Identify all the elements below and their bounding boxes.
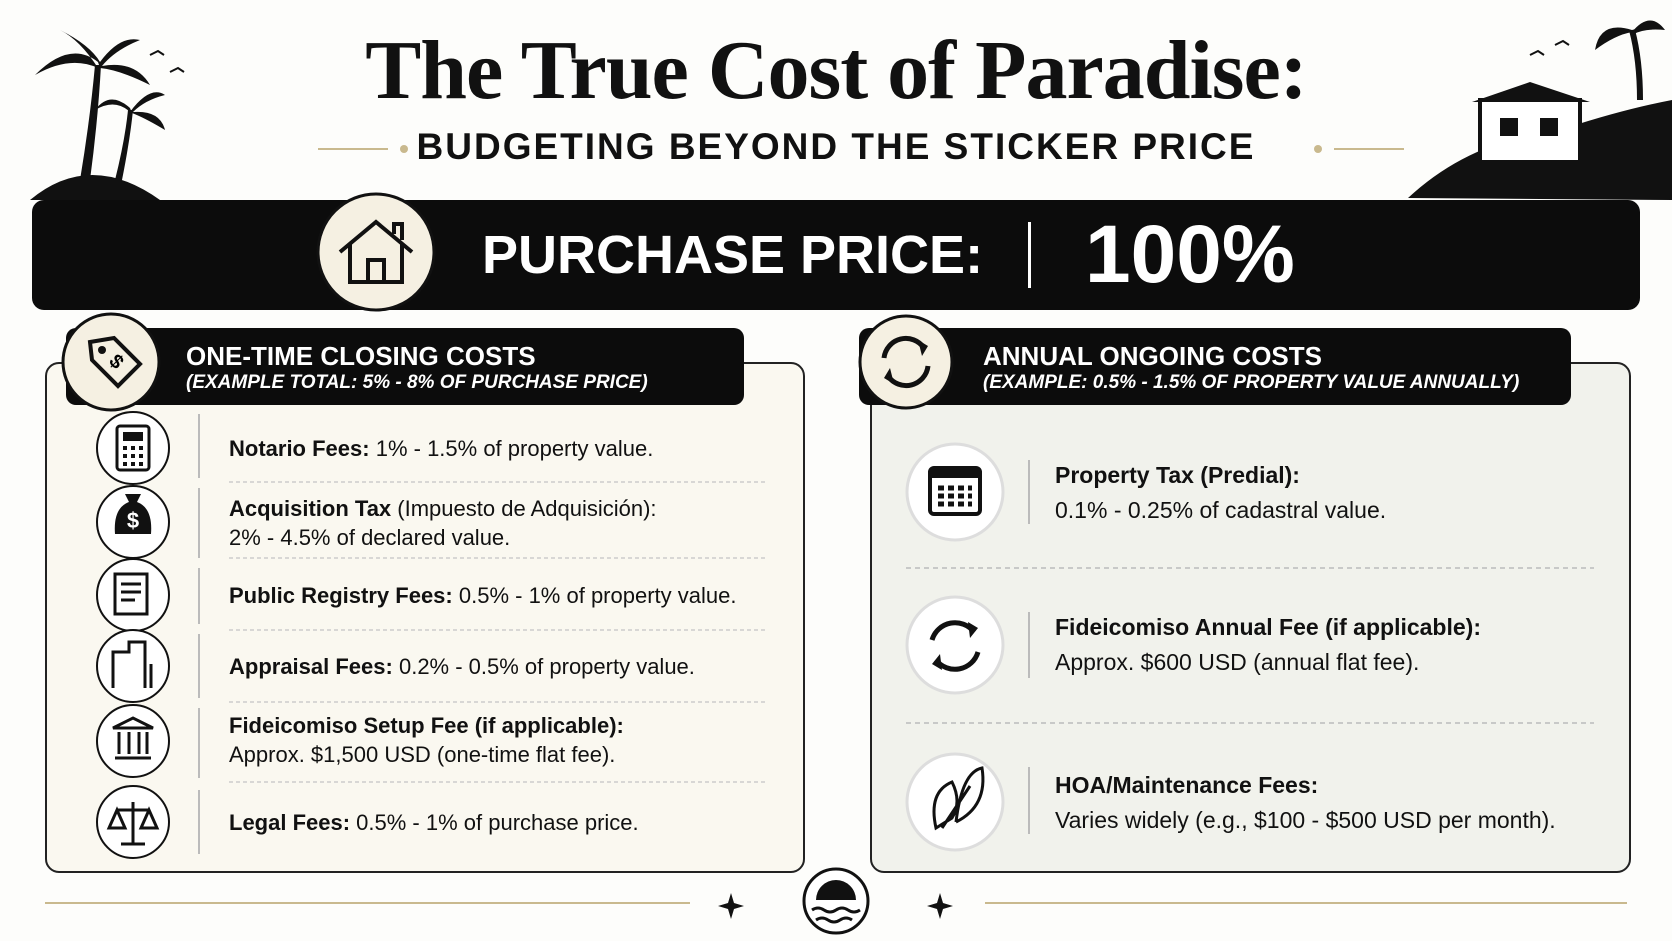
item-text: Approx. $1,500 USD (one-time flat fee). — [229, 742, 616, 767]
cycle-icon — [858, 314, 954, 410]
item-label: Appraisal Fees: — [229, 654, 393, 679]
left-panel — [45, 362, 805, 873]
svg-text:$: $ — [127, 508, 139, 533]
item-text: Varies widely (e.g., $100 - $500 USD per… — [1055, 807, 1556, 833]
item-label: Fideicomiso Annual Fee (if applicable): — [1055, 614, 1481, 640]
item: Fideicomiso Setup Fee (if applicable): Ap… — [229, 711, 624, 769]
item: Fideicomiso Annual Fee (if applicable): A… — [1055, 610, 1481, 680]
left-icons: $ — [96, 411, 767, 859]
item-label: Public Registry Fees: — [229, 583, 453, 608]
item-text: (Impuesto de Adquisición): — [397, 496, 657, 521]
item: Public Registry Fees: 0.5% - 1% of prope… — [229, 581, 736, 610]
item-label: Property Tax (Predial): — [1055, 462, 1300, 488]
left-subtitle: (EXAMPLE TOTAL: 5% - 8% OF PURCHASE PRIC… — [186, 372, 648, 393]
item: HOA/Maintenance Fees: Varies widely (e.g.… — [1055, 768, 1556, 838]
item-text: 0.2% - 0.5% of property value. — [398, 654, 695, 679]
left-title: ONE-TIME CLOSING COSTS — [186, 341, 536, 371]
item-label: Acquisition Tax — [229, 496, 392, 521]
banner-label: PURCHASE PRICE: — [482, 225, 984, 285]
right-icons — [905, 442, 1594, 852]
item-label: Fideicomiso Setup Fee (if applicable): — [229, 713, 624, 738]
subtitle: BUDGETING BEYOND THE STICKER PRICE — [416, 126, 1256, 167]
left-header: ONE-TIME CLOSING COSTS (EXAMPLE TOTAL: 5… — [66, 328, 744, 405]
item: Acquisition Tax (Impuesto de Adquisición… — [229, 494, 657, 552]
item-text: Approx. $600 USD (annual flat fee). — [1055, 649, 1420, 675]
item-text: 1% - 1.5% of property value. — [375, 436, 654, 461]
item: Notario Fees: 1% - 1.5% of property valu… — [229, 434, 653, 463]
item-text: 0.5% - 1% of purchase price. — [356, 810, 639, 835]
item-text: 0.1% - 0.25% of cadastral value. — [1055, 497, 1387, 523]
right-header: ANNUAL ONGOING COSTS (EXAMPLE: 0.5% - 1.… — [859, 328, 1571, 405]
divider — [1028, 222, 1031, 288]
item: Legal Fees: 0.5% - 1% of purchase price. — [229, 808, 639, 837]
right-title: ANNUAL ONGOING COSTS — [983, 341, 1322, 371]
item-label: Notario Fees: — [229, 436, 370, 461]
item-label: Legal Fees: — [229, 810, 351, 835]
item-label: HOA/Maintenance Fees: — [1055, 772, 1319, 798]
right-subtitle: (EXAMPLE: 0.5% - 1.5% OF PROPERTY VALUE … — [983, 372, 1520, 393]
tag-icon: $ — [61, 312, 161, 412]
title: The True Cost of Paradise: — [365, 24, 1307, 117]
item-text: 0.5% - 1% of property value. — [458, 583, 737, 608]
banner-value: 100% — [1085, 209, 1295, 300]
item: Appraisal Fees: 0.2% - 0.5% of property … — [229, 652, 695, 681]
item-text: 2% - 4.5% of declared value. — [229, 525, 511, 550]
banner — [32, 200, 1640, 310]
item: Property Tax (Predial): 0.1% - 0.25% of c… — [1055, 458, 1386, 528]
house-icon — [316, 192, 436, 312]
